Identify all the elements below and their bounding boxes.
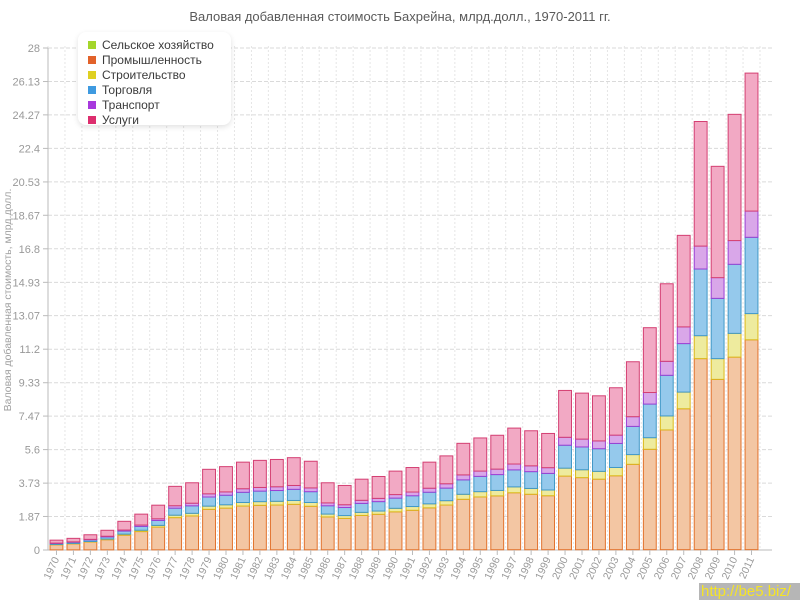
svg-text:14.93: 14.93 — [12, 277, 40, 289]
svg-text:24.27: 24.27 — [12, 110, 40, 122]
svg-text:18.67: 18.67 — [12, 210, 40, 222]
svg-text:22.4: 22.4 — [19, 143, 40, 155]
svg-text:26.13: 26.13 — [12, 77, 40, 89]
svg-text:11.2: 11.2 — [19, 344, 40, 356]
svg-text:28: 28 — [28, 43, 40, 55]
svg-text:3.73: 3.73 — [19, 478, 40, 490]
svg-text:20.53: 20.53 — [12, 177, 40, 189]
svg-text:7.47: 7.47 — [19, 411, 40, 423]
svg-text:13.07: 13.07 — [12, 311, 40, 323]
svg-text:0: 0 — [34, 545, 40, 557]
svg-text:5.6: 5.6 — [25, 445, 40, 457]
svg-text:9.33: 9.33 — [19, 378, 40, 390]
svg-text:16.8: 16.8 — [19, 244, 40, 256]
svg-text:1.87: 1.87 — [19, 511, 40, 523]
